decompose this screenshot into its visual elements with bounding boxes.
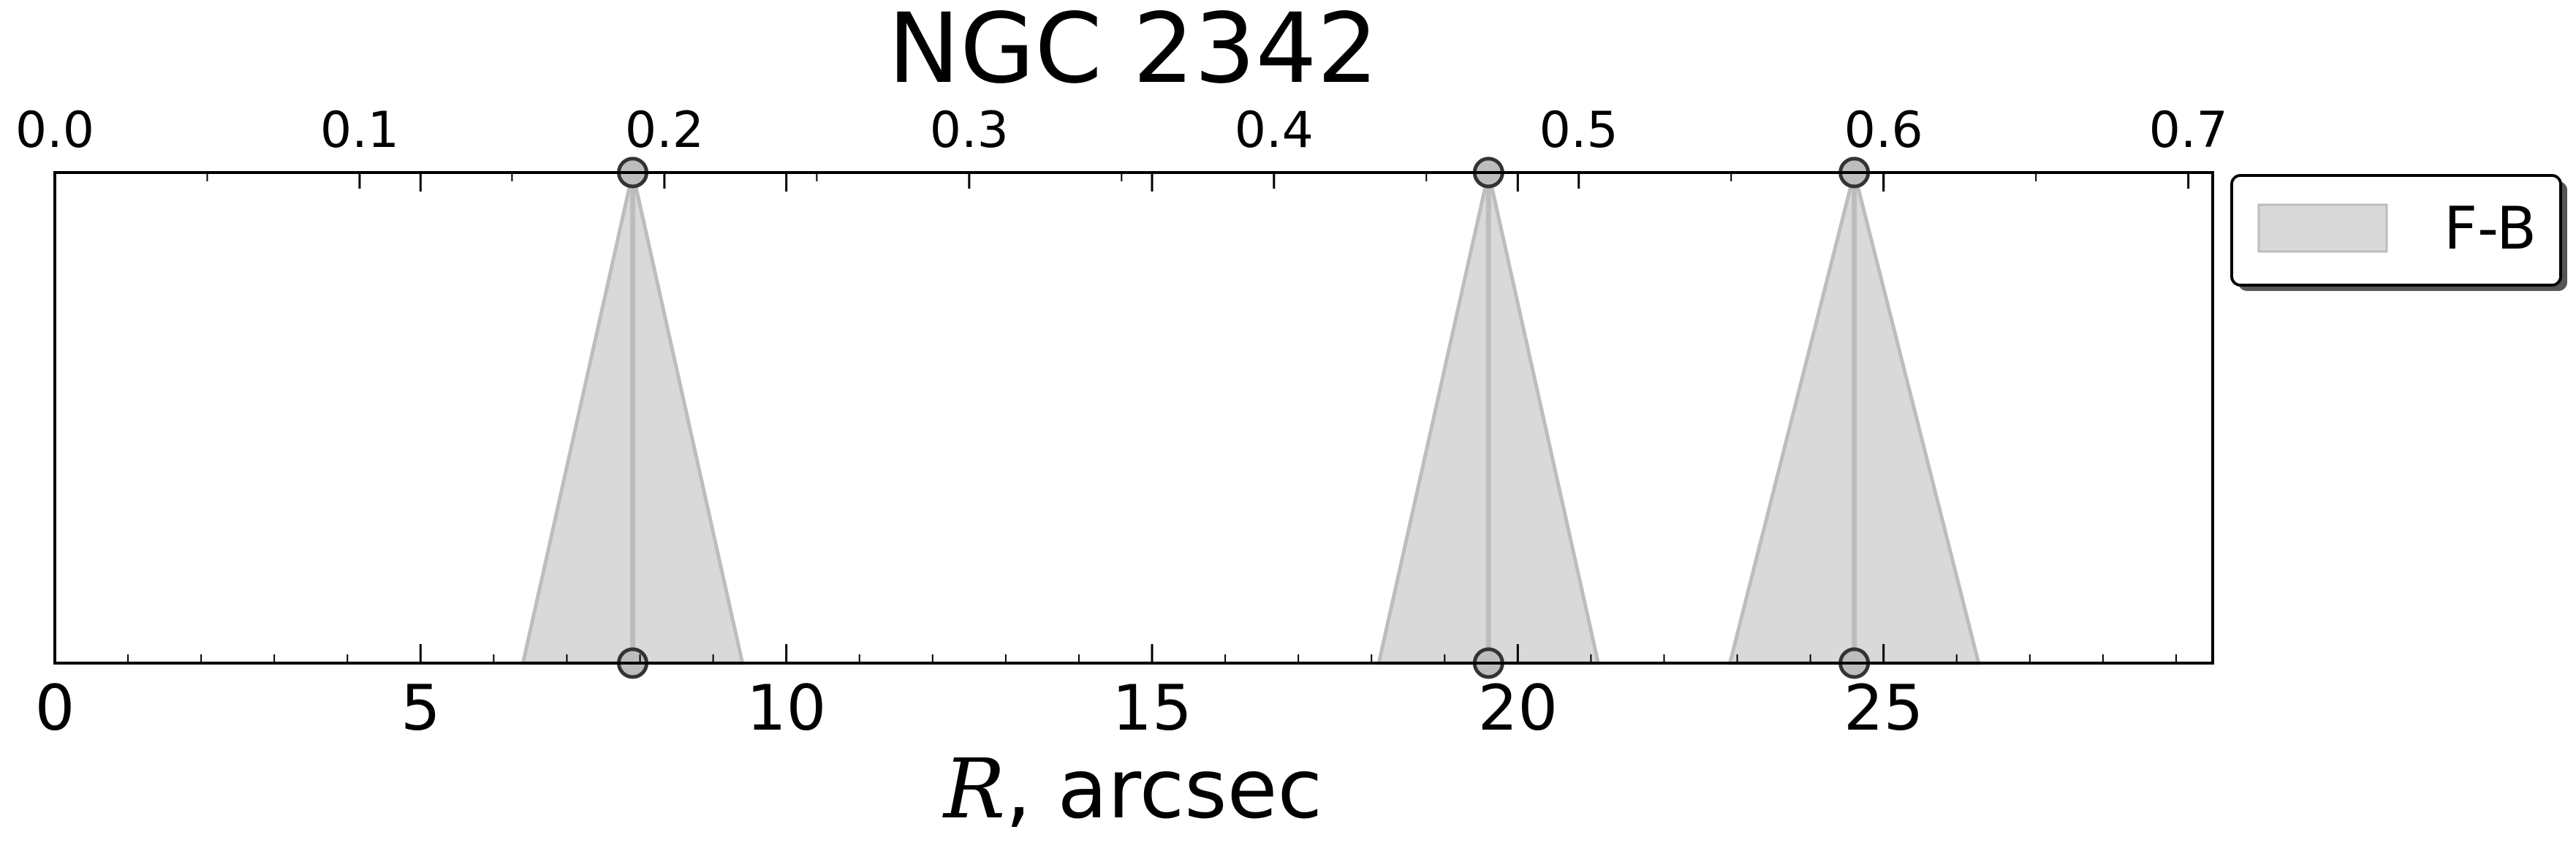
- top-tick-label: 0.0: [15, 102, 94, 159]
- bottom-tick-label: 0: [35, 672, 75, 745]
- x-axis-label-text: , arcsec: [1005, 742, 1322, 837]
- top-tick-label: 0.1: [320, 102, 399, 159]
- top-tick-label: 0.4: [1235, 102, 1314, 159]
- legend-box: [2230, 174, 2562, 287]
- bottom-tick-label: 15: [1112, 672, 1192, 745]
- plot-frame: [53, 171, 2214, 665]
- bottom-tick-label: 25: [1844, 672, 1923, 745]
- x-axis-label-symbol: R: [942, 742, 1005, 837]
- legend-swatch: [2257, 203, 2388, 253]
- legend: F-B: [2230, 174, 2567, 291]
- top-tick-label: 0.2: [625, 102, 704, 159]
- bottom-tick-label: 10: [746, 672, 826, 745]
- top-tick-label: 0.3: [930, 102, 1009, 159]
- bottom-tick-label: 5: [401, 672, 441, 745]
- plot-area: 0 5 10 15 20 25 0.0 0.1 0.2 0.3 0.4 0.5 0.6 0.7: [15, 102, 2228, 745]
- bottom-tick-label: 20: [1478, 672, 1558, 745]
- legend-label: F-B: [2444, 194, 2537, 262]
- top-tick-label: 0.7: [2149, 102, 2228, 159]
- chart-title: NGC 2342: [887, 0, 1378, 105]
- top-tick-label: 0.6: [1844, 102, 1923, 159]
- top-tick-label: 0.5: [1539, 102, 1618, 159]
- x-axis-label: R, arcsec: [942, 742, 1322, 837]
